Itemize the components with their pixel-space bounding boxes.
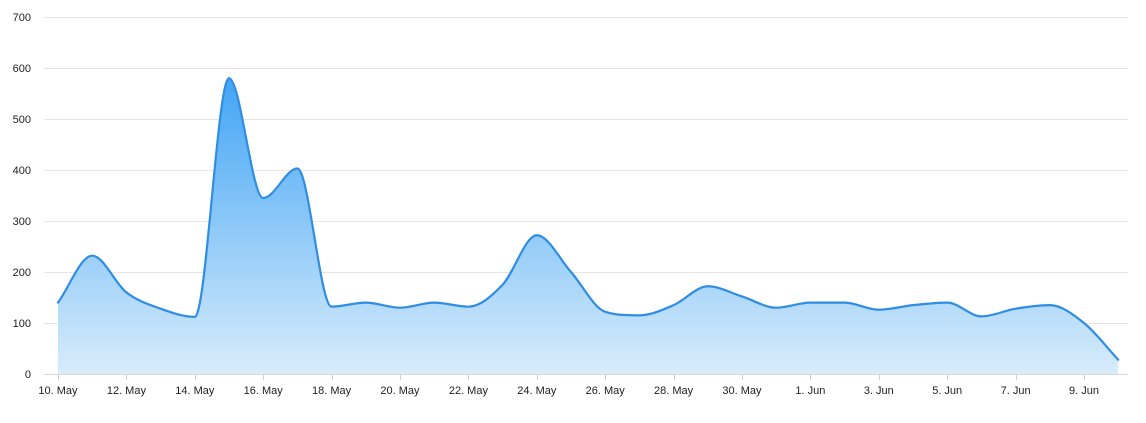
x-tick-label: 16. May <box>244 385 284 397</box>
data-point <box>294 165 300 171</box>
data-point <box>123 289 129 295</box>
data-point <box>500 282 506 288</box>
x-tick-label: 22. May <box>449 385 489 397</box>
data-point <box>226 75 232 81</box>
data-point <box>773 305 779 311</box>
x-tick-label: 18. May <box>312 385 352 397</box>
data-point <box>705 283 711 289</box>
data-point <box>534 232 540 238</box>
x-tick-label: 26. May <box>586 385 626 397</box>
data-point <box>978 313 984 319</box>
data-point <box>1013 306 1019 312</box>
data-point <box>602 309 608 315</box>
x-tick-label: 28. May <box>654 385 694 397</box>
data-point <box>910 302 916 308</box>
series-line <box>56 77 1120 361</box>
data-point <box>1115 357 1121 363</box>
data-point <box>329 304 335 310</box>
series-area <box>58 78 1119 374</box>
x-tick-label: 30. May <box>722 385 762 397</box>
data-point <box>1081 320 1087 326</box>
x-tick-label: 10. May <box>38 385 78 397</box>
data-point <box>192 314 198 320</box>
data-point <box>55 300 61 306</box>
data-point <box>739 293 745 299</box>
x-tick-label: 24. May <box>517 385 557 397</box>
y-tick-label: 100 <box>13 318 31 330</box>
data-point <box>568 269 574 275</box>
data-point <box>807 300 813 306</box>
data-point <box>431 300 437 306</box>
data-point <box>842 300 848 306</box>
data-point <box>944 300 950 306</box>
x-tick-label: 20. May <box>380 385 420 397</box>
y-tick-label: 500 <box>13 114 31 126</box>
data-point <box>363 300 369 306</box>
y-tick-label: 0 <box>25 369 31 381</box>
x-tick-label: 12. May <box>107 385 147 397</box>
data-point <box>89 253 95 259</box>
y-tick-label: 700 <box>13 12 31 24</box>
x-tick-label: 1. Jun <box>795 385 825 397</box>
x-tick-label: 5. Jun <box>932 385 962 397</box>
data-point <box>876 307 882 313</box>
data-point <box>158 306 164 312</box>
y-tick-label: 400 <box>13 165 31 177</box>
data-point <box>260 195 266 201</box>
x-tick-label: 14. May <box>175 385 215 397</box>
x-tick-label: 9. Jun <box>1069 385 1099 397</box>
data-point <box>465 304 471 310</box>
data-point <box>636 312 642 318</box>
y-tick-label: 200 <box>13 267 31 279</box>
x-tick-label: 7. Jun <box>1001 385 1031 397</box>
x-tick-label: 3. Jun <box>864 385 894 397</box>
data-point <box>1047 302 1053 308</box>
data-point <box>397 305 403 311</box>
data-point <box>671 302 677 308</box>
y-tick-label: 600 <box>13 63 31 75</box>
y-tick-label: 300 <box>13 216 31 228</box>
